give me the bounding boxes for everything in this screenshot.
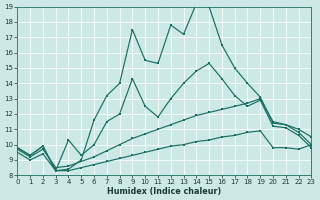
X-axis label: Humidex (Indice chaleur): Humidex (Indice chaleur) [107, 187, 221, 196]
